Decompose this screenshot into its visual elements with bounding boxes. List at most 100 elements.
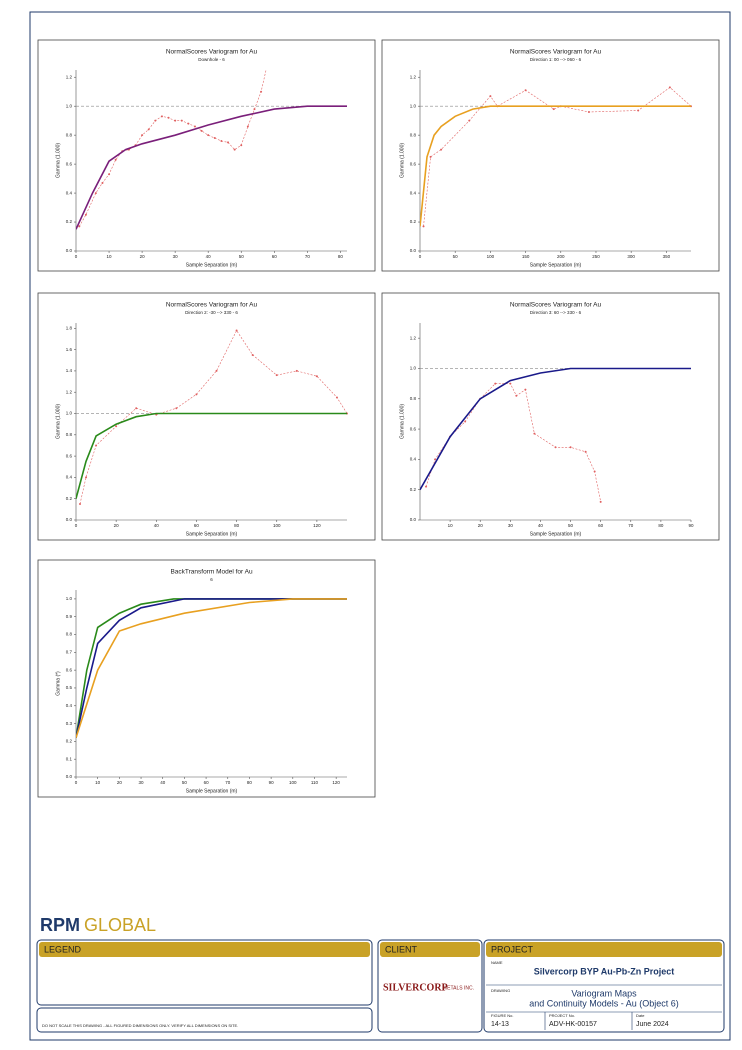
x-tick-label: 20: [117, 780, 123, 785]
page-border: [29, 11, 731, 1041]
x-tick-label: 100: [289, 780, 297, 785]
client-header: [380, 942, 480, 957]
experimental-point: [599, 500, 602, 503]
y-tick-label: 1.0: [66, 103, 73, 108]
chart-title: BackTransform Model for Au: [170, 569, 253, 576]
x-tick-label: 80: [247, 780, 253, 785]
experimental-point: [233, 148, 236, 151]
x-tick-label: 60: [194, 523, 200, 528]
y-tick-label: 0.8: [66, 132, 73, 137]
experimental-point: [260, 90, 263, 93]
experimental-point: [235, 329, 238, 332]
chart-subtitle: 6: [210, 577, 213, 582]
project-heading: PROJECT: [491, 944, 534, 954]
experimental-point: [207, 134, 210, 137]
experimental-point: [552, 108, 555, 111]
experimental-point: [215, 369, 218, 372]
y-axis-label: Gamma (1.000): [55, 143, 61, 178]
experimental-point: [246, 125, 249, 128]
y-tick-label: 0.8: [66, 432, 73, 437]
chart-subtitle: Downhole - 6: [198, 57, 225, 62]
experimental-point: [213, 137, 216, 140]
y-tick-label: 0.0: [66, 774, 73, 779]
experimental-point: [295, 369, 298, 372]
chart-frame: [37, 39, 376, 272]
charts: NormalScores Variogram for Au Downhole - …: [37, 39, 720, 798]
model-line: [76, 598, 347, 738]
x-tick-label: 40: [206, 254, 212, 259]
note: DO NOT SCALE THIS DRAWING - ALL FIGURED …: [42, 1023, 238, 1028]
x-tick-label: 0: [419, 254, 422, 259]
client-box: [377, 939, 483, 1033]
y-tick-label: 0.2: [410, 219, 417, 224]
y-tick-label: 0.6: [66, 667, 73, 672]
x-tick-label: 10: [95, 780, 101, 785]
experimental-point: [84, 213, 87, 216]
x-axis-label: Sample Separation (m): [186, 531, 238, 537]
x-tick-label: 70: [628, 523, 634, 528]
y-tick-label: 0.2: [66, 219, 73, 224]
y-tick-label: 0.0: [410, 517, 417, 522]
x-tick-label: 30: [508, 523, 514, 528]
y-tick-label: 0.2: [66, 739, 73, 744]
client-name: SILVERCORP: [383, 982, 448, 993]
project-name: Silvercorp BYP Au-Pb-Zn Project: [534, 966, 675, 976]
experimental-point: [240, 144, 243, 147]
x-tick-label: 120: [313, 523, 321, 528]
x-axis-label: Sample Separation (m): [186, 788, 238, 794]
experimental-point: [187, 122, 190, 125]
note-box: [36, 1007, 373, 1033]
x-tick-label: 100: [273, 523, 281, 528]
legend-heading: LEGEND: [44, 944, 82, 954]
x-tick-label: 70: [305, 254, 311, 259]
y-tick-label: 1.2: [410, 335, 417, 340]
experimental-point: [509, 382, 512, 385]
x-tick-label: 0: [75, 780, 78, 785]
chart-subtitle: Direction 2: -30 --> 330 - 6: [185, 310, 238, 315]
y-tick-label: 0.0: [410, 248, 417, 253]
experimental-point: [108, 173, 111, 176]
figure-label: FIGURE No.: [491, 1013, 513, 1018]
x-tick-label: 60: [598, 523, 604, 528]
y-tick-label: 1.0: [410, 103, 417, 108]
x-tick-label: 40: [538, 523, 544, 528]
chart-title: NormalScores Variogram for Au: [166, 302, 258, 309]
experimental-point: [79, 503, 82, 506]
y-tick-label: 0.6: [410, 426, 417, 431]
y-tick-label: 1.4: [66, 368, 73, 373]
experimental-point: [275, 374, 278, 377]
y-tick-label: 0.5: [66, 685, 73, 690]
x-tick-label: 60: [204, 780, 210, 785]
model-line: [420, 367, 691, 491]
experimental-point: [533, 432, 536, 435]
x-tick-label: 120: [332, 780, 340, 785]
experimental-point: [174, 119, 177, 122]
y-tick-label: 1.2: [66, 389, 73, 394]
chart-subtitle: Direction 3: 60 --> 330 - 6: [530, 310, 582, 315]
experimental-point: [569, 446, 572, 449]
experimental-point: [180, 119, 183, 122]
logo-left: RPM: [40, 915, 80, 935]
experimental-point: [468, 119, 471, 122]
y-tick-label: 0.2: [66, 496, 73, 501]
y-tick-label: 0.4: [66, 190, 73, 195]
y-tick-label: 0.4: [410, 190, 417, 195]
experimental-point: [147, 128, 150, 131]
x-axis-label: Sample Separation (m): [530, 262, 582, 268]
x-tick-label: 20: [140, 254, 146, 259]
experimental-point: [464, 420, 467, 423]
x-tick-label: 350: [663, 254, 671, 259]
y-tick-label: 0.6: [410, 161, 417, 166]
experimental-point: [78, 225, 81, 228]
legend-box: [36, 939, 373, 1006]
experimental-point: [587, 110, 590, 113]
experimental-point: [554, 446, 557, 449]
y-axis-label: Gamma (1.000): [55, 404, 61, 439]
x-tick-label: 80: [658, 523, 664, 528]
experimental-point: [200, 129, 203, 132]
y-tick-label: 1.0: [410, 366, 417, 371]
y-axis-label: Gamma (1.000): [399, 143, 405, 178]
